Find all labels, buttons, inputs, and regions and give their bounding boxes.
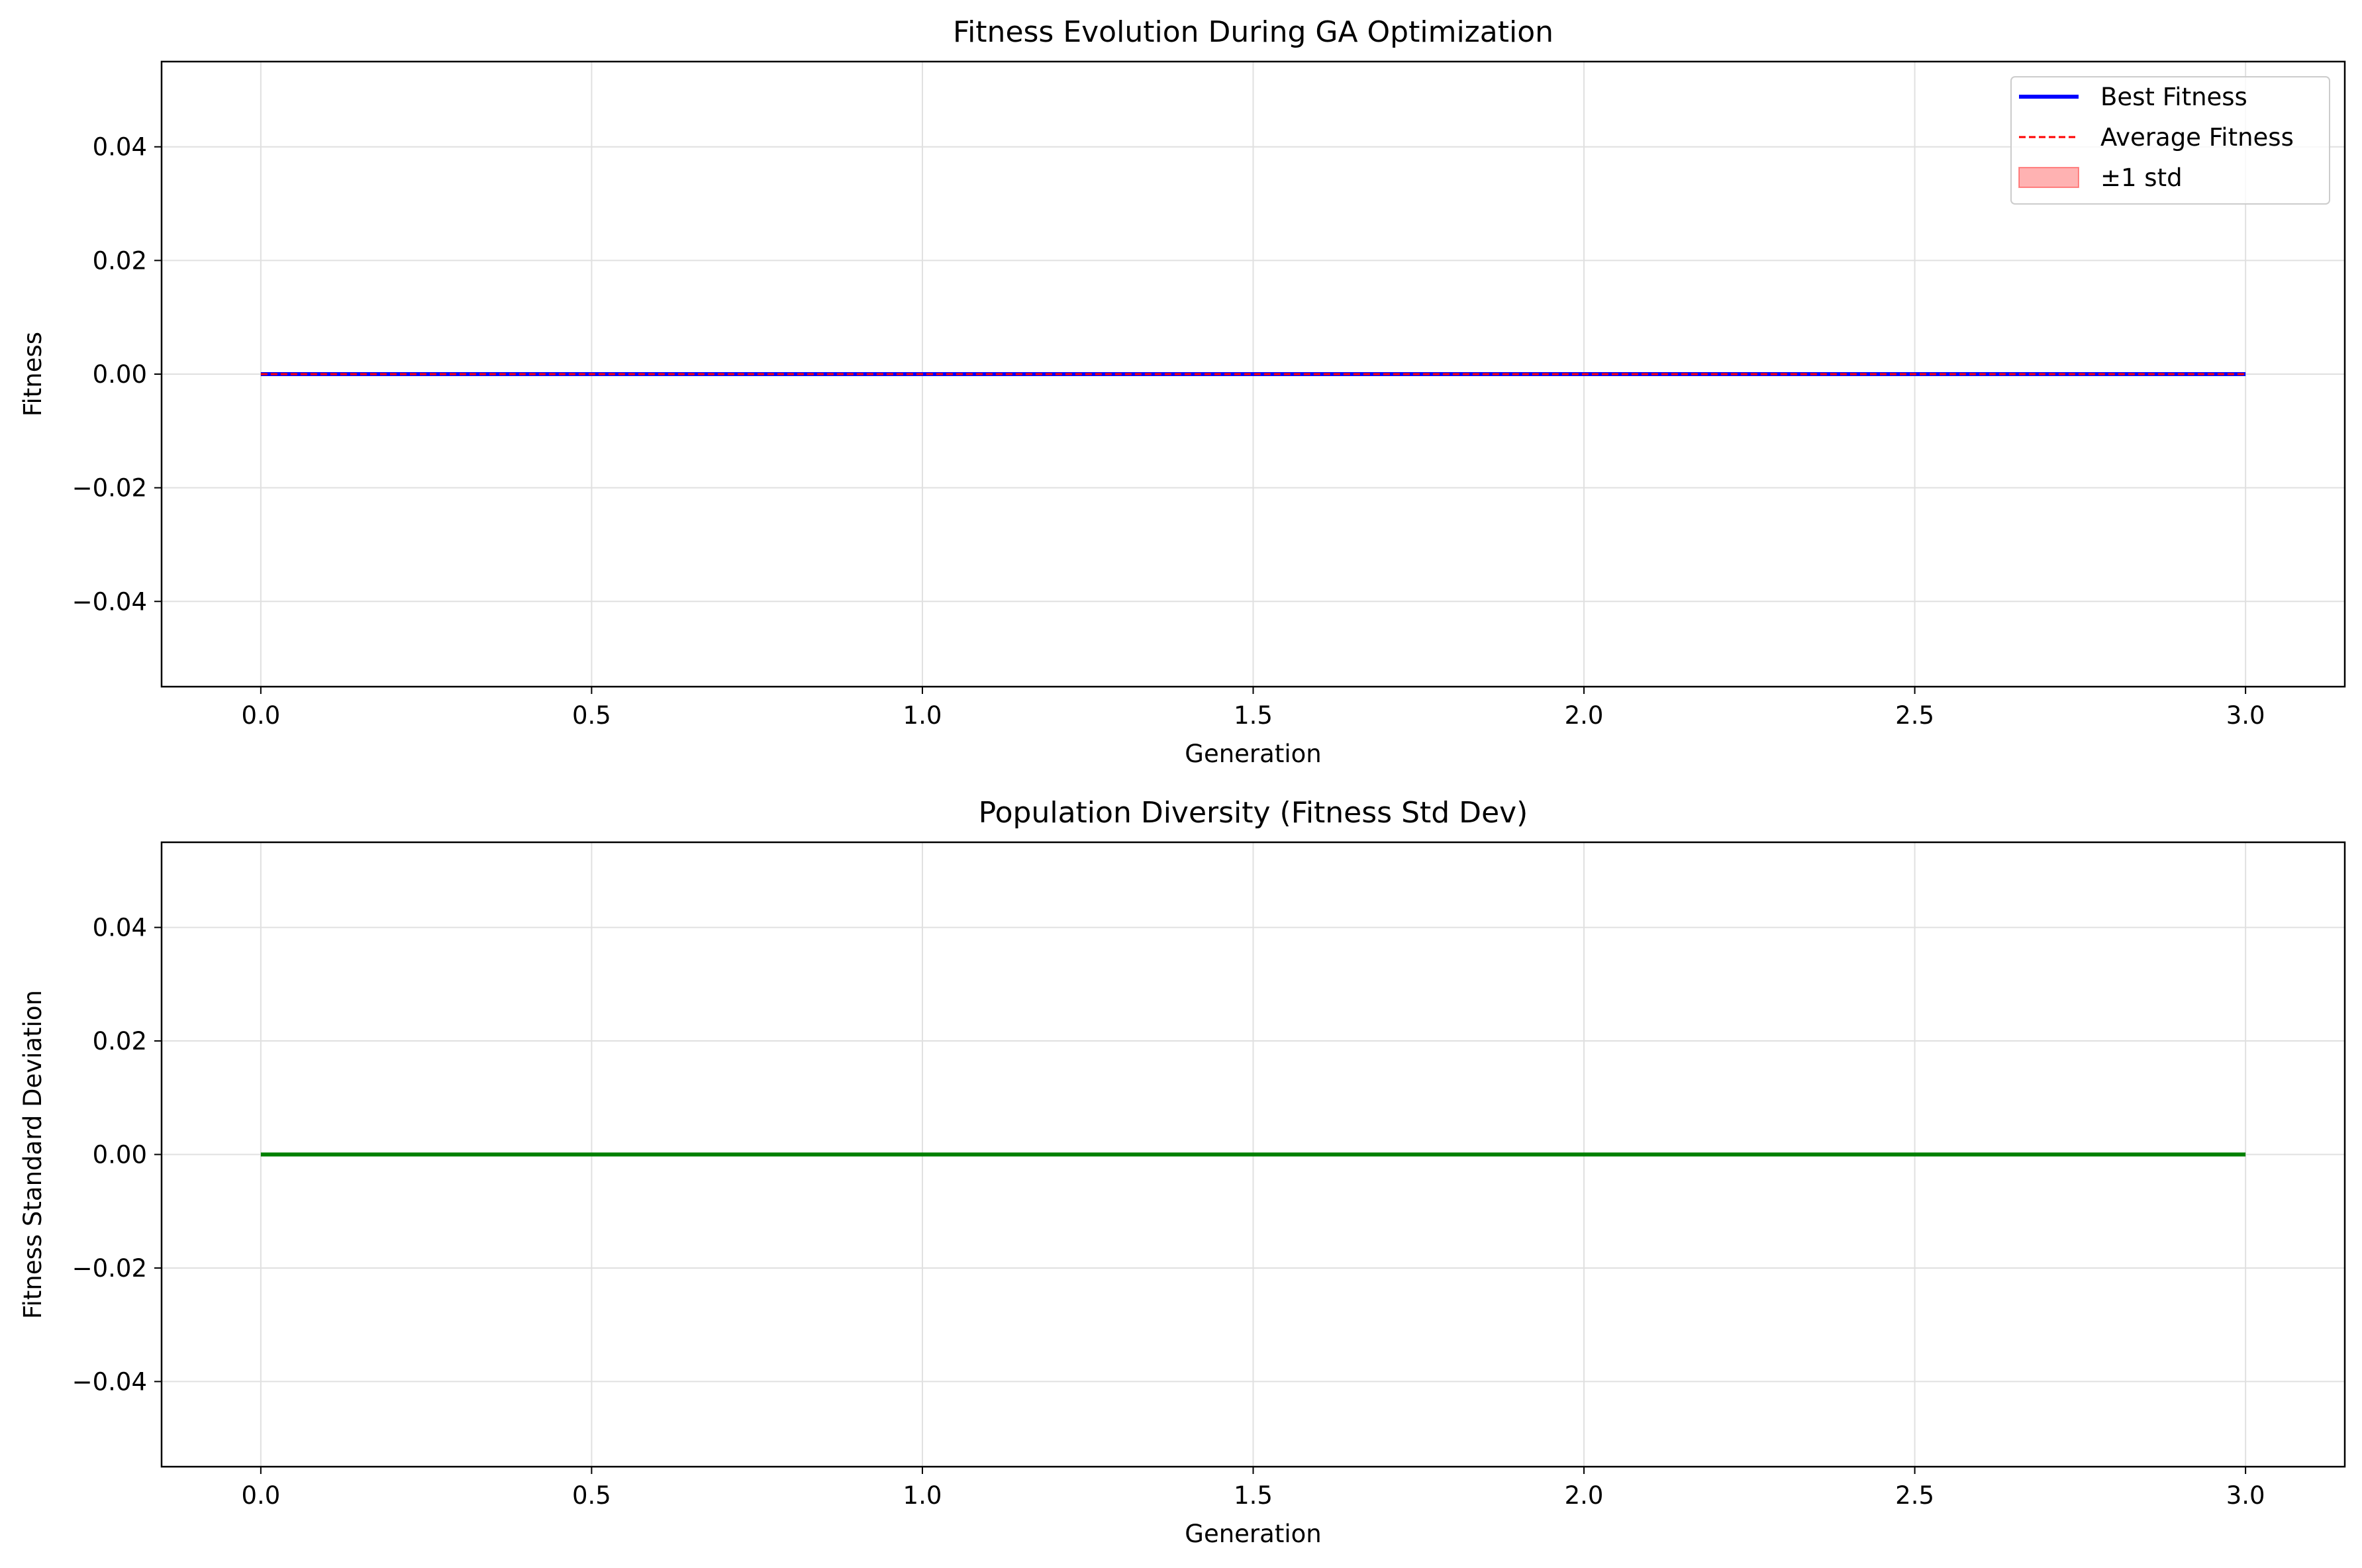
chart-title: Population Diversity (Fitness Std Dev) bbox=[979, 796, 1528, 830]
y-tick-label: −0.02 bbox=[72, 1254, 147, 1283]
y-tick-label: 0.00 bbox=[93, 360, 147, 389]
x-tick-label: 2.5 bbox=[1895, 701, 1934, 730]
legend-label-average-fitness: Average Fitness bbox=[2100, 123, 2294, 152]
x-tick-label: 0.0 bbox=[241, 1481, 280, 1510]
x-axis-label: Generation bbox=[1185, 740, 1321, 768]
y-tick-label: 0.00 bbox=[93, 1141, 147, 1169]
y-tick-label: 0.02 bbox=[93, 246, 147, 275]
x-tick-label: 3.0 bbox=[2226, 701, 2265, 730]
y-axis-label: Fitness Standard Deviation bbox=[19, 990, 47, 1319]
x-tick-label: 1.5 bbox=[1234, 701, 1273, 730]
x-tick-label: 3.0 bbox=[2226, 1481, 2265, 1510]
x-tick-label: 0.5 bbox=[572, 1481, 611, 1510]
x-axis-label: Generation bbox=[1185, 1520, 1321, 1548]
x-tick-label: 2.0 bbox=[1565, 701, 1604, 730]
y-tick-label: 0.04 bbox=[93, 133, 147, 162]
legend: Best Fitness Average Fitness ±1 std bbox=[2010, 76, 2330, 205]
x-tick-label: 0.0 bbox=[241, 701, 280, 730]
x-tick-label: 1.0 bbox=[903, 1481, 942, 1510]
chart-title: Fitness Evolution During GA Optimization bbox=[953, 15, 1553, 49]
x-tick-label: 1.0 bbox=[903, 701, 942, 730]
y-tick-label: −0.04 bbox=[72, 587, 147, 616]
fitness-evolution-panel: 0.0 0.5 1.0 1.5 2.0 2.5 3.0 −0.04 −0.02 0.00 0.02 0… bbox=[19, 15, 2346, 768]
y-tick-label: 0.02 bbox=[93, 1027, 147, 1055]
population-diversity-panel: 0.0 0.5 1.0 1.5 2.0 2.5 3.0 −0.04 −0.02 0.00 0.02 0… bbox=[19, 796, 2346, 1548]
legend-swatch-std-band bbox=[2018, 167, 2079, 188]
legend-label-best-fitness: Best Fitness bbox=[2100, 83, 2247, 111]
legend-box bbox=[2010, 76, 2330, 205]
x-tick-label: 2.5 bbox=[1895, 1481, 1934, 1510]
x-tick-label: 1.5 bbox=[1234, 1481, 1273, 1510]
y-tick-label: 0.04 bbox=[93, 914, 147, 942]
x-tick-label: 2.0 bbox=[1565, 1481, 1604, 1510]
legend-label-std-band: ±1 std bbox=[2100, 164, 2183, 192]
y-tick-label: −0.02 bbox=[72, 474, 147, 503]
y-axis-label: Fitness bbox=[19, 332, 47, 416]
y-tick-label: −0.04 bbox=[72, 1367, 147, 1396]
x-tick-label: 0.5 bbox=[572, 701, 611, 730]
